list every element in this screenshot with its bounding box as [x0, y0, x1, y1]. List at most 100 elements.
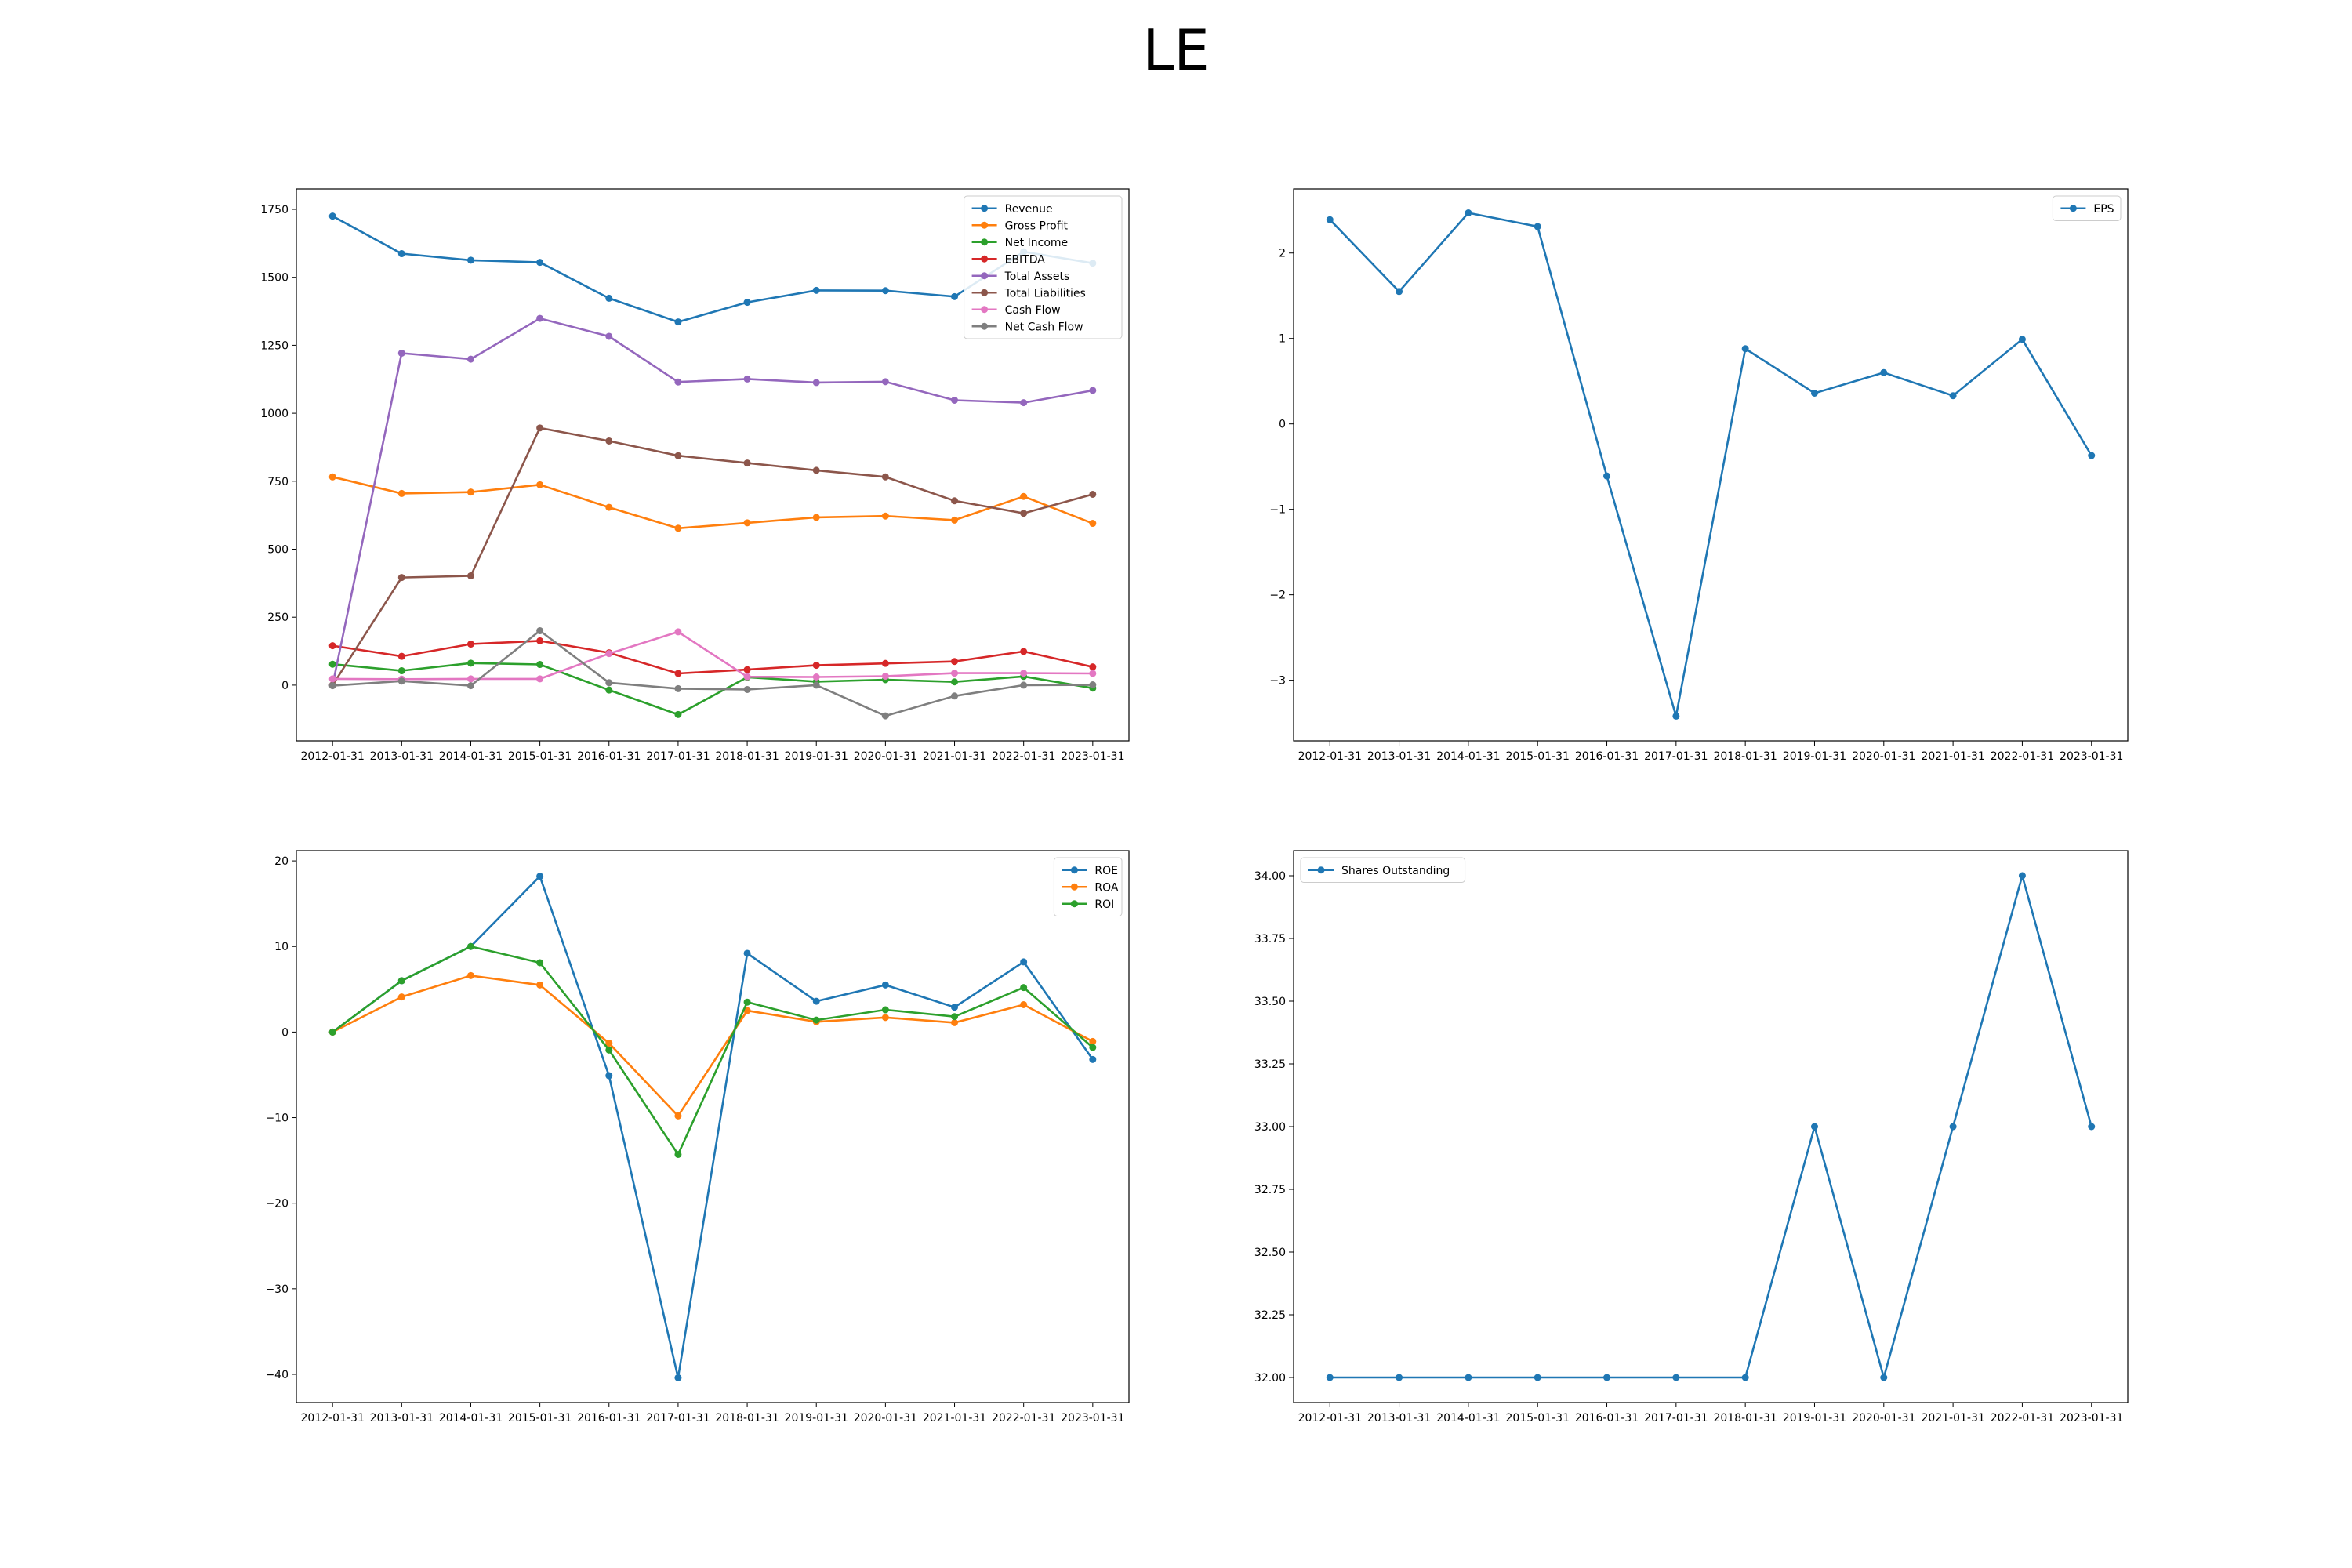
data-point-shares-outstanding — [2088, 1123, 2096, 1131]
x-tick-label: 2019-01-31 — [785, 1412, 848, 1425]
data-point-total-liabilities — [951, 497, 959, 505]
legend-label: ROE — [1094, 865, 1118, 877]
y-tick-label: −2 — [1269, 590, 1286, 602]
data-point-total-assets — [1020, 399, 1028, 407]
legend-box — [964, 195, 1123, 339]
legend-label: Net Cash Flow — [1005, 321, 1083, 333]
legend-box — [1053, 857, 1123, 916]
x-tick-label: 2016-01-31 — [577, 1412, 641, 1425]
data-point-ebitda — [328, 642, 336, 650]
data-point-roa — [1089, 1037, 1097, 1045]
data-point-gross-profit — [1089, 520, 1097, 528]
data-point-roi — [812, 1016, 820, 1024]
data-point-gross-profit — [951, 516, 959, 524]
data-point-roi — [881, 1006, 889, 1014]
data-point-ebitda — [743, 666, 751, 673]
data-point-roa — [605, 1040, 613, 1047]
data-point-ebitda — [1020, 648, 1028, 655]
series-line-roi — [332, 945, 1094, 1157]
data-point-roe — [605, 1072, 613, 1080]
data-point-shares-outstanding — [1534, 1374, 1541, 1381]
legend-marker — [1070, 900, 1078, 908]
y-tick-label: 0 — [281, 1026, 289, 1039]
y-tick-label: 32.00 — [1254, 1372, 1286, 1385]
data-point-gross-profit — [674, 524, 682, 532]
x-tick-label: 2020-01-31 — [854, 750, 917, 763]
data-point-eps — [1396, 288, 1403, 296]
data-point-total-liabilities — [812, 466, 820, 474]
data-point-roe — [536, 873, 544, 880]
data-point-net-cash-flow — [536, 627, 544, 635]
x-tick-label: 2018-01-31 — [715, 1412, 779, 1425]
data-point-total-assets — [605, 332, 613, 340]
chart-3: 2012-01-31 2013-01-31 2014-01-31 2015-01-31… — [265, 850, 1130, 1425]
data-point-net-cash-flow — [743, 685, 751, 693]
legend-marker — [981, 306, 989, 314]
x-tick-label: 2023-01-31 — [2060, 1412, 2123, 1425]
plot-frame — [1293, 850, 2129, 1403]
x-tick-label: 2014-01-31 — [1436, 1412, 1500, 1425]
y-tick-label: 32.75 — [1254, 1184, 1286, 1196]
data-point-cash-flow — [1020, 670, 1028, 677]
data-point-eps — [2088, 452, 2096, 459]
data-point-cash-flow — [1089, 670, 1097, 677]
y-tick-label: 33.00 — [1254, 1121, 1286, 1134]
data-point-roe — [951, 1004, 959, 1011]
data-point-total-assets — [536, 314, 544, 322]
legend-box — [1300, 857, 1466, 883]
x-tick-label: 2017-01-31 — [646, 1412, 710, 1425]
data-point-revenue — [536, 259, 544, 267]
data-point-gross-profit — [536, 481, 544, 488]
data-point-roa — [674, 1112, 682, 1120]
y-tick-label: −3 — [1269, 675, 1286, 688]
data-point-roi — [674, 1150, 682, 1158]
data-point-roa — [536, 981, 544, 989]
legend-label: Total Assets — [1004, 270, 1070, 283]
y-tick-label: 500 — [267, 544, 289, 557]
series-line-total-assets — [331, 317, 1094, 686]
data-point-total-liabilities — [674, 452, 682, 459]
data-point-gross-profit — [743, 519, 751, 527]
y-tick-label: −20 — [265, 1198, 289, 1210]
x-tick-label: 2013-01-31 — [370, 1412, 434, 1425]
x-tick-label: 2021-01-31 — [1921, 1412, 1984, 1425]
x-tick-label: 2021-01-31 — [923, 1412, 986, 1425]
data-point-revenue — [674, 318, 682, 326]
x-tick-label: 2023-01-31 — [1061, 750, 1124, 763]
x-tick-label: 2019-01-31 — [785, 750, 848, 763]
data-point-total-liabilities — [881, 473, 889, 481]
data-point-shares-outstanding — [1949, 1123, 1957, 1131]
data-point-revenue — [881, 287, 889, 295]
y-tick-label: 250 — [267, 612, 289, 624]
data-point-net-cash-flow — [466, 682, 474, 690]
legend: ROE ROA ROI — [1053, 857, 1123, 916]
legend-marker — [2069, 205, 2077, 212]
series-line-total-liabilities — [332, 426, 1094, 686]
data-point-cash-flow — [743, 673, 751, 681]
data-point-roa — [881, 1014, 889, 1022]
x-tick-label: 2015-01-31 — [508, 750, 572, 763]
page-title: LE — [1142, 17, 1210, 83]
data-point-eps — [1880, 368, 1888, 376]
legend-marker — [981, 238, 989, 246]
data-point-eps — [1949, 392, 1957, 400]
legend-label: ROA — [1094, 881, 1119, 894]
legend-label: ROI — [1094, 898, 1114, 911]
data-point-roa — [951, 1018, 959, 1026]
data-point-gross-profit — [1020, 492, 1028, 500]
x-tick-label: 2015-01-31 — [508, 1412, 572, 1425]
data-point-total-liabilities — [536, 424, 544, 432]
data-point-roe — [743, 949, 751, 957]
data-point-cash-flow — [328, 675, 336, 683]
data-point-roi — [397, 977, 405, 985]
data-point-gross-profit — [812, 514, 820, 521]
y-tick-label: −30 — [265, 1283, 289, 1296]
y-tick-label: 0 — [281, 680, 289, 692]
data-point-cash-flow — [605, 650, 613, 658]
legend-marker — [981, 205, 989, 212]
x-tick-label: 2016-01-31 — [1575, 750, 1639, 763]
data-point-total-assets — [466, 355, 474, 363]
data-point-shares-outstanding — [1741, 1374, 1749, 1381]
data-point-total-assets — [951, 396, 959, 404]
legend: EPS — [2052, 195, 2122, 221]
